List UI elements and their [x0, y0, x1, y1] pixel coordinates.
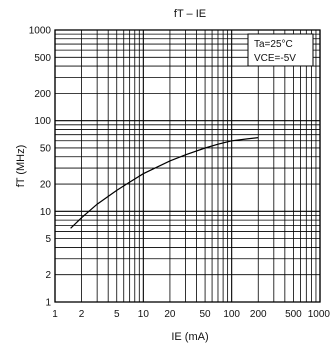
y-tick-label: 500 [34, 53, 51, 64]
x-tick-label: 5 [114, 309, 120, 320]
x-tick-label: 50 [200, 309, 212, 320]
series-line [70, 137, 259, 229]
y-tick-label: 100 [34, 116, 51, 127]
grid [54, 29, 321, 303]
y-tick-labels: 1 2 5 10 20 50 100 200 500 1000 [29, 26, 52, 309]
y-tick-label: 1 [45, 298, 51, 309]
y-tick-label: 10 [40, 207, 52, 218]
x-tick-label: 500 [285, 309, 302, 320]
x-tick-label: 2 [79, 309, 85, 320]
annotation-temperature: Ta=25°C [254, 39, 293, 50]
y-tick-label: 20 [40, 180, 52, 191]
annotation-vce: VCE=-5V [254, 53, 296, 64]
x-tick-label: 200 [250, 309, 267, 320]
y-tick-label: 50 [40, 143, 52, 154]
x-tick-label: 10 [138, 309, 150, 320]
y-axis-label: fT (MHz) [15, 145, 27, 188]
y-tick-label: 200 [34, 89, 51, 100]
y-tick-label: 2 [45, 270, 51, 281]
y-tick-label: 1000 [29, 26, 52, 37]
plot-frame [54, 29, 321, 303]
y-tick-label: 5 [45, 234, 51, 245]
x-tick-labels: 1 2 5 10 20 50 100 200 500 1000 [52, 309, 330, 320]
x-tick-label: 1000 [308, 309, 331, 320]
x-tick-label: 100 [223, 309, 240, 320]
x-tick-label: 20 [164, 309, 176, 320]
x-axis-label: IE (mA) [171, 331, 208, 343]
series-curve [70, 137, 259, 229]
x-tick-label: 1 [52, 309, 58, 320]
legend-box [247, 33, 314, 67]
chart-title: fT – IE [174, 8, 206, 20]
